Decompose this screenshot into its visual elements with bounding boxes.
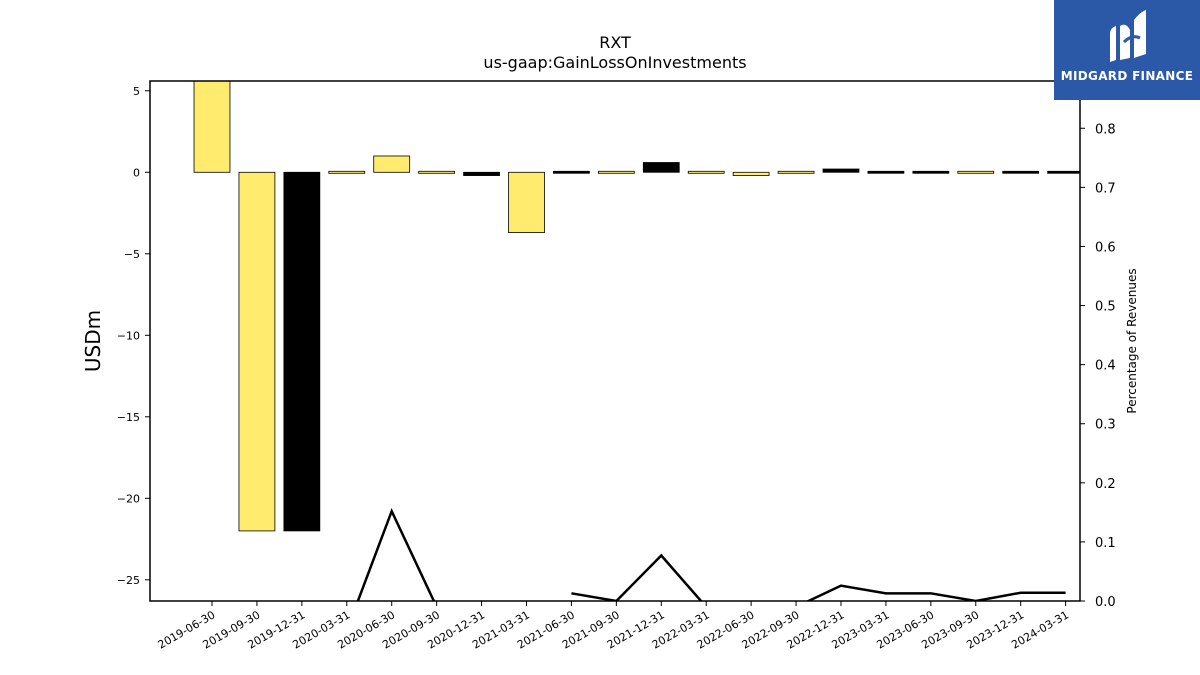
y-tick-label: −25 [117,574,140,587]
bar-2022-06-30 [732,171,770,176]
bar-2022-12-31 [822,168,860,173]
bar-2019-06-30 [193,81,231,173]
bars-layer [193,81,1080,532]
bar-2020-09-30 [418,170,456,174]
bar-2023-06-30 [912,170,950,174]
line-layer [356,507,1066,601]
bar-2023-09-30 [957,170,995,174]
brand-mark-icon [1110,10,1146,62]
y-tick-label: −15 [117,411,140,424]
bar-2023-12-31 [1002,170,1040,174]
y-tick-label: 5 [133,85,140,98]
brand-logo: MIDGARD FINANCE [1054,0,1200,100]
y-tick-label: −10 [117,329,140,342]
bar-2021-06-30 [553,170,590,174]
y2-tick-label: 0.3 [1095,418,1116,433]
bar-2019-09-30 [238,171,276,532]
bar-2019-12-31 [283,171,321,532]
bar-2021-12-31 [642,162,680,173]
bar-2020-03-31 [328,170,366,174]
y-axis-label: USDm [81,310,105,372]
bar-2021-09-30 [597,170,635,174]
plot-frame [149,80,1081,602]
y2-tick-label: 0.2 [1095,477,1116,492]
bar-2022-09-30 [777,170,815,174]
y2-tick-label: 0.6 [1095,240,1116,255]
y-tick-label: −5 [124,248,140,261]
brand-name: MIDGARD FINANCE [1060,69,1194,83]
y-tick-label: 0 [133,166,140,179]
y2-tick-label: 0.5 [1095,300,1116,315]
y2-tick-label: 0.7 [1095,181,1116,196]
bar-2020-06-30 [373,155,411,173]
y2-tick-label: 0.8 [1095,122,1116,137]
y-tick-label: −20 [117,492,140,505]
percentage-line-segment-3 [571,553,703,601]
y2-tick-label: 0.1 [1095,536,1116,551]
bar-2023-03-31 [867,170,905,174]
y2-tick-label: 0.4 [1095,359,1116,374]
y2-axis-label: Percentage of Revenues [1125,268,1139,413]
y2-tick-label: 0.0 [1095,595,1116,610]
percentage-line-segment-2 [356,507,436,601]
bar-2022-03-31 [687,170,725,174]
bar-2020-12-31 [463,171,500,176]
chart-subtitle: us-gaap:GainLossOnInvestments [483,53,746,72]
percentage-line-segment-4 [805,584,1066,601]
chart-title: RXT [599,33,631,52]
bar-2024-03-31 [1047,170,1080,174]
bar-2021-03-31 [508,171,545,233]
